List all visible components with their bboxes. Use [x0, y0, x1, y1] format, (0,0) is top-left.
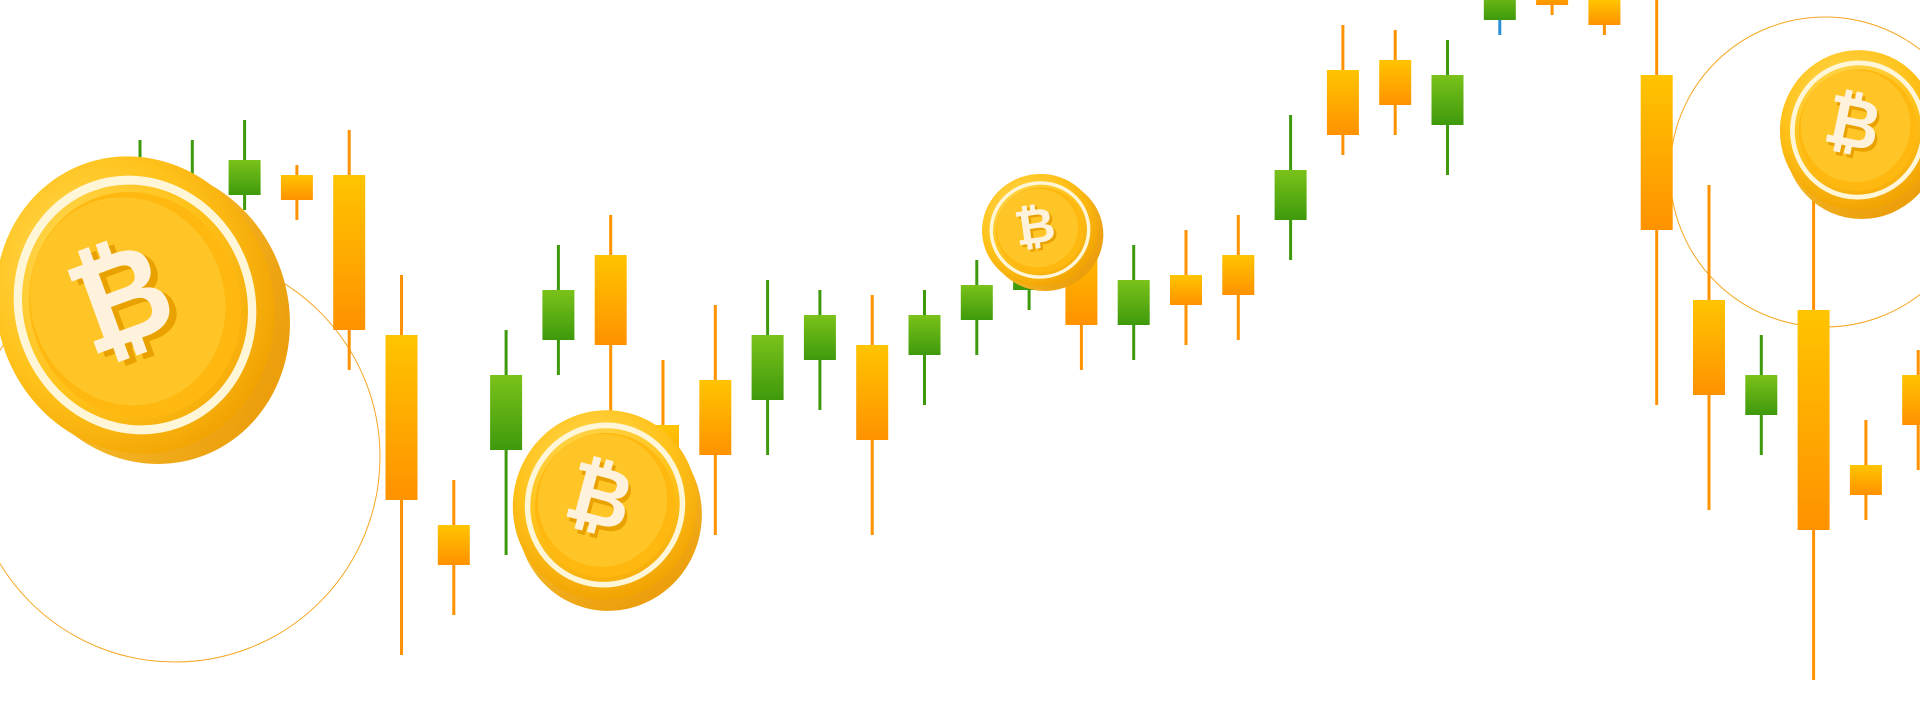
candle: [1170, 230, 1202, 345]
bitcoin-coin-icon: [1763, 36, 1920, 234]
candle-body: [1745, 375, 1778, 415]
candle: [228, 120, 261, 210]
candle: [1483, 0, 1516, 35]
candle-body: [437, 525, 470, 565]
candle-body: [385, 335, 418, 500]
candle: [960, 260, 993, 355]
candle: [542, 245, 575, 375]
candle: [1849, 420, 1882, 520]
candle: [1588, 0, 1621, 35]
candle-body: [1379, 60, 1412, 105]
candle-body: [1431, 75, 1464, 125]
candle: [699, 305, 732, 535]
candle: [1693, 185, 1725, 510]
candle-body: [490, 375, 523, 450]
candle: [490, 330, 523, 555]
candle: [1745, 335, 1778, 455]
candle: [1797, 165, 1830, 680]
candle: [1274, 115, 1307, 260]
candle-body: [1274, 170, 1307, 220]
candle: [333, 130, 366, 370]
candle-body: [1640, 75, 1673, 230]
candle-body: [1536, 0, 1569, 5]
candle-body: [1693, 300, 1725, 395]
candle-body: [1117, 280, 1150, 325]
candle: [1222, 215, 1255, 340]
candle-body: [1797, 310, 1830, 530]
candle-body: [1483, 0, 1516, 20]
bitcoin-coin-icon: [0, 113, 331, 507]
bitcoin-coin-icon: [489, 389, 725, 631]
candle: [1902, 350, 1920, 470]
candle-body: [803, 315, 836, 360]
candle: [1640, 0, 1673, 405]
candle-body: [1170, 275, 1202, 305]
candle: [803, 290, 836, 410]
candle-body: [228, 160, 261, 195]
candle-body: [751, 335, 784, 400]
candle-body: [960, 285, 993, 320]
candle: [856, 295, 889, 535]
candle: [280, 165, 313, 220]
candle: [1431, 40, 1464, 175]
candle-body: [1849, 465, 1882, 495]
candle-body: [1222, 255, 1255, 295]
candle: [1326, 25, 1359, 155]
candle-body: [1902, 375, 1920, 425]
candle-body: [1588, 0, 1621, 25]
candles: [124, 0, 1920, 680]
candle: [1117, 245, 1150, 360]
candle: [1536, 0, 1569, 15]
candle-body: [280, 175, 313, 200]
candle: [594, 215, 627, 490]
candle-body: [542, 290, 575, 340]
candle-body: [333, 175, 366, 330]
candle-body: [699, 380, 732, 455]
candle-body: [1326, 70, 1359, 135]
candle: [437, 480, 470, 615]
candle-body: [594, 255, 627, 345]
candle-body: [856, 345, 889, 440]
candle: [908, 290, 941, 405]
candle: [1379, 30, 1412, 135]
candle: [385, 275, 418, 655]
candle-body: [908, 315, 941, 355]
candle: [751, 280, 784, 455]
